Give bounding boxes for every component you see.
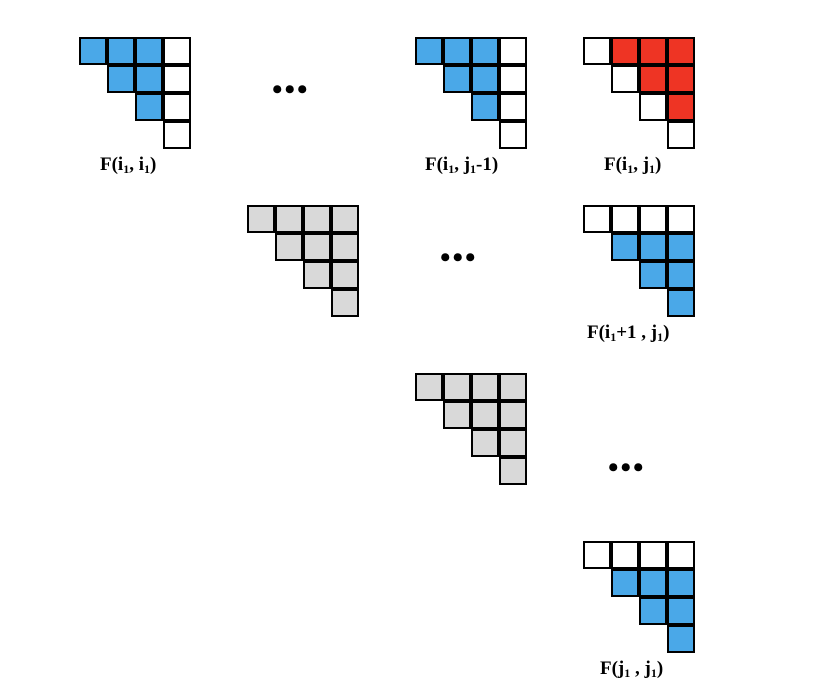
matrix-cell	[583, 541, 611, 569]
matrix-cell	[275, 233, 303, 261]
matrix-cell	[303, 205, 331, 233]
matrix-cell	[667, 233, 695, 261]
matrix-cell	[443, 65, 471, 93]
matrix-cell	[331, 205, 359, 233]
matrix-cell	[667, 261, 695, 289]
matrix-cell	[499, 93, 527, 121]
matrix-cell	[331, 289, 359, 317]
matrix-cell	[135, 65, 163, 93]
matrix-cell	[499, 373, 527, 401]
matrix-cell	[583, 205, 611, 233]
matrix-cell	[275, 205, 303, 233]
matrix-cell	[499, 401, 527, 429]
matrix-cell	[471, 429, 499, 457]
matrix-cell	[639, 65, 667, 93]
matrix-cell	[499, 65, 527, 93]
matrix-cell	[667, 65, 695, 93]
matrix-cell	[107, 65, 135, 93]
matrix-cell	[667, 289, 695, 317]
matrix-cell	[471, 93, 499, 121]
matrix-f-i1-j1-minus-1	[415, 37, 527, 149]
matrix-f-j1-j1	[583, 541, 695, 653]
matrix-cell	[667, 93, 695, 121]
matrix-cell	[639, 233, 667, 261]
matrix-cell	[443, 37, 471, 65]
matrix-cell	[611, 205, 639, 233]
matrix-gray-row2	[247, 205, 359, 317]
matrix-cell	[163, 37, 191, 65]
matrix-cell	[667, 597, 695, 625]
matrix-cell	[639, 93, 667, 121]
matrix-cell	[499, 37, 527, 65]
matrix-cell	[443, 401, 471, 429]
matrix-cell	[135, 37, 163, 65]
matrix-cell	[667, 37, 695, 65]
matrix-cell	[499, 121, 527, 149]
matrix-cell	[639, 541, 667, 569]
matrix-cell	[611, 65, 639, 93]
matrix-cell	[163, 121, 191, 149]
matrix-cell	[667, 625, 695, 653]
matrix-cell	[611, 569, 639, 597]
label-f-j1-j1: F(j1 , j1)	[600, 658, 664, 680]
matrix-cell	[303, 261, 331, 289]
label-f-i1-i1: F(i1, i1)	[100, 154, 157, 176]
matrix-cell	[583, 37, 611, 65]
matrix-cell	[611, 37, 639, 65]
matrix-cell	[247, 205, 275, 233]
matrix-cell	[163, 65, 191, 93]
matrix-cell	[135, 93, 163, 121]
matrix-cell	[443, 373, 471, 401]
ellipsis-row2: •••	[440, 241, 478, 274]
matrix-cell	[639, 569, 667, 597]
matrix-cell	[499, 457, 527, 485]
matrix-cell	[471, 373, 499, 401]
matrix-cell	[611, 233, 639, 261]
matrix-cell	[639, 37, 667, 65]
matrix-cell	[331, 261, 359, 289]
matrix-cell	[415, 37, 443, 65]
ellipsis-row1: •••	[272, 73, 310, 106]
matrix-f-i1-i1	[79, 37, 191, 149]
matrix-cell	[639, 205, 667, 233]
matrix-cell	[107, 37, 135, 65]
matrix-cell	[163, 93, 191, 121]
matrix-gray-row3	[415, 373, 527, 485]
label-f-i1plus1-j1: F(i1+1 , j1)	[587, 322, 670, 344]
matrix-cell	[303, 233, 331, 261]
matrix-cell	[667, 121, 695, 149]
matrix-cell	[667, 541, 695, 569]
matrix-f-i1-j1	[583, 37, 695, 149]
ellipsis-column: •••	[608, 451, 646, 484]
matrix-cell	[471, 65, 499, 93]
label-f-i1-j1-minus-1: F(i1, j1-1)	[425, 154, 499, 176]
matrix-cell	[611, 541, 639, 569]
matrix-cell	[499, 429, 527, 457]
matrix-cell	[639, 597, 667, 625]
matrix-cell	[471, 401, 499, 429]
matrix-cell	[667, 569, 695, 597]
matrix-f-i1plus1-j1	[583, 205, 695, 317]
matrix-cell	[639, 261, 667, 289]
matrix-cell	[667, 205, 695, 233]
label-f-i1-j1: F(i1, j1)	[604, 154, 662, 176]
matrix-cell	[331, 233, 359, 261]
matrix-cell	[79, 37, 107, 65]
matrix-cell	[415, 373, 443, 401]
matrix-cell	[471, 37, 499, 65]
